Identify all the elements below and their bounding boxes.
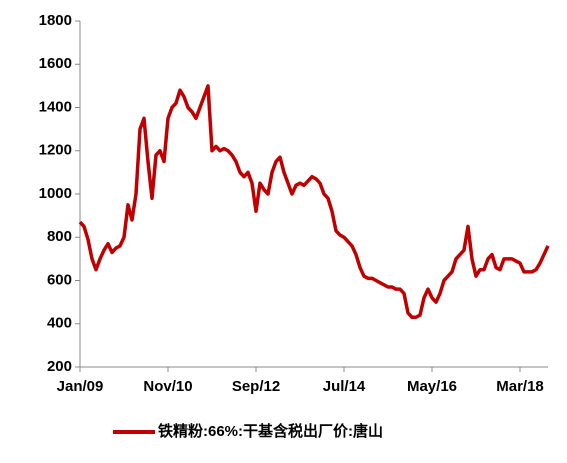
y-tick-label: 1000 [39,185,72,202]
y-tick-label: 1600 [39,55,72,72]
x-tick-label: Nov/10 [143,378,192,395]
y-tick-label: 600 [47,271,72,288]
x-tick-label: Sep/12 [232,378,280,395]
y-tick-label: 200 [47,358,72,375]
y-tick-label: 800 [47,228,72,245]
x-tick-label: Jan/09 [57,378,104,395]
x-tick-label: Jul/14 [323,378,366,395]
y-tick-label: 1400 [39,98,72,115]
y-tick-label: 400 [47,315,72,332]
y-tick-label: 1200 [39,142,72,159]
legend-label: 铁精粉:66%:干基含税出厂价:唐山 [158,422,383,440]
x-tick-label: Mar/18 [496,378,544,395]
y-tick-label: 1800 [39,12,72,29]
line [78,84,550,320]
x-tick-label: May/16 [407,378,457,395]
